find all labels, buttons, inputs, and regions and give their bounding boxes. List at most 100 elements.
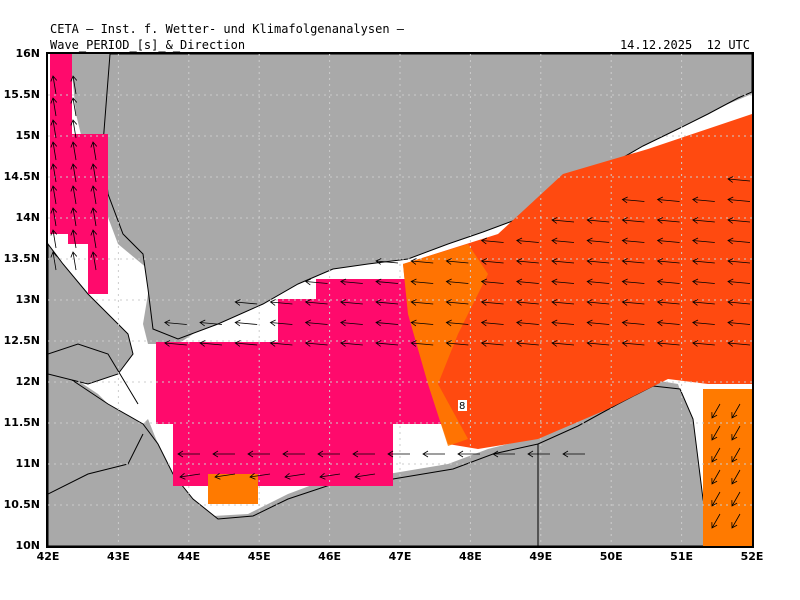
wave-arrow: [340, 278, 363, 286]
wave-arrow: [375, 299, 399, 306]
wave-arrow: [711, 403, 721, 419]
period-shade-transition: [403, 244, 488, 446]
wave-arrow: [656, 196, 680, 204]
wave-arrow: [621, 258, 645, 265]
wave-arrow: [50, 75, 58, 95]
lon-tick-label: 48E: [458, 550, 482, 563]
wave-arrow: [621, 299, 645, 306]
wave-arrow: [516, 299, 539, 306]
wave-arrow: [656, 217, 680, 224]
wave-arrow: [70, 251, 78, 271]
wave-arrow: [304, 299, 328, 306]
period-shade-redsea-3: [88, 234, 108, 294]
wave-arrow: [352, 450, 375, 458]
wave-arrow: [621, 278, 645, 286]
lat-tick-label: 15.5N: [3, 88, 40, 101]
lat-lon-grid: [48, 54, 752, 546]
wave-arrow: [727, 196, 751, 204]
lat-tick-label: 13N: [15, 293, 40, 306]
wave-arrow: [731, 425, 741, 441]
wave-arrow: [70, 75, 78, 95]
wave-arrow: [445, 319, 469, 327]
wave-arrow: [269, 319, 293, 327]
wave-arrow: [50, 97, 58, 117]
wave-arrow: [375, 258, 399, 265]
wave-arrow: [445, 258, 469, 265]
wave-arrow: [70, 229, 78, 249]
wave-arrow: [212, 450, 235, 458]
wave-arrow: [410, 278, 434, 286]
wave-arrow: [492, 450, 515, 458]
lon-tick-label: 52E: [740, 550, 764, 563]
wave-arrow: [621, 319, 645, 327]
wave-arrow: [234, 299, 258, 306]
wave-direction-arrows: [50, 75, 751, 529]
wave-arrow: [516, 258, 539, 265]
wave-arrow: [692, 196, 715, 204]
wave-arrow: [586, 319, 610, 327]
wave-arrow: [692, 278, 715, 286]
wave-arrow: [480, 299, 504, 306]
wave-arrow: [656, 299, 680, 306]
map-panel[interactable]: 8: [46, 52, 754, 548]
lon-tick-label: 46E: [318, 550, 341, 563]
wave-arrow: [50, 163, 58, 183]
map-title: CETA — Inst. f. Wetter- und Klimafolgena…: [50, 22, 405, 36]
wave-arrow: [586, 237, 610, 245]
contour-label: 8: [459, 401, 465, 412]
wave-arrow: [516, 340, 539, 347]
wave-arrow: [727, 258, 751, 265]
wave-arrow: [727, 176, 751, 183]
wave-arrow: [656, 319, 680, 327]
wave-arrow: [480, 258, 504, 265]
wave-arrow: [711, 491, 721, 507]
period-shade-redsea-2: [68, 134, 108, 244]
wave-arrow: [282, 450, 305, 458]
wave-arrow: [445, 299, 469, 306]
wave-arrow: [90, 141, 98, 161]
wave-arrow: [269, 299, 293, 306]
wave-arrow: [214, 472, 236, 480]
wave-arrow: [247, 450, 270, 458]
map-subtitle: Wave_PERIOD_[s]_&_Direction: [50, 38, 246, 52]
lat-tick-label: 10N: [15, 539, 40, 552]
wave-arrow: [177, 450, 200, 458]
wave-arrow: [727, 217, 751, 224]
wave-arrow: [375, 340, 399, 347]
lat-tick-label: 15N: [15, 129, 40, 142]
lat-tick-label: 12N: [15, 375, 40, 388]
wave-arrow: [50, 185, 58, 205]
wave-arrow: [340, 299, 363, 306]
wave-arrow: [692, 237, 715, 245]
wave-arrow: [90, 163, 98, 183]
wave-arrow: [586, 299, 610, 306]
wave-arrow: [70, 207, 78, 227]
wave-arrow: [304, 340, 328, 347]
wave-arrow: [551, 340, 575, 347]
lat-tick-label: 11.5N: [3, 416, 40, 429]
wave-arrow: [656, 237, 680, 245]
wave-arrow: [375, 278, 399, 286]
period-shade-socotra: [703, 389, 752, 546]
wave-arrow: [317, 450, 340, 458]
wave-arrow: [199, 340, 223, 347]
wave-arrow: [727, 278, 751, 286]
wave-arrow: [480, 237, 504, 245]
lon-tick-label: 43E: [106, 550, 130, 563]
lon-tick-label: 51E: [670, 550, 693, 563]
wave-arrow: [375, 319, 399, 327]
wave-arrow: [70, 97, 78, 117]
lat-tick-label: 13.5N: [3, 252, 40, 265]
wave-arrow: [70, 163, 78, 183]
lon-tick-label: 49E: [529, 550, 553, 563]
wave-arrow: [516, 237, 539, 245]
wave-arrow: [249, 472, 271, 480]
wave-arrow: [164, 340, 187, 347]
lat-tick-label: 14N: [15, 211, 40, 224]
wave-arrow: [731, 513, 741, 529]
lon-tick-label: 47E: [388, 550, 412, 563]
wave-arrow: [621, 237, 645, 245]
wave-arrow: [731, 403, 741, 419]
wave-arrow: [90, 207, 98, 227]
lat-tick-label: 11N: [15, 457, 40, 470]
